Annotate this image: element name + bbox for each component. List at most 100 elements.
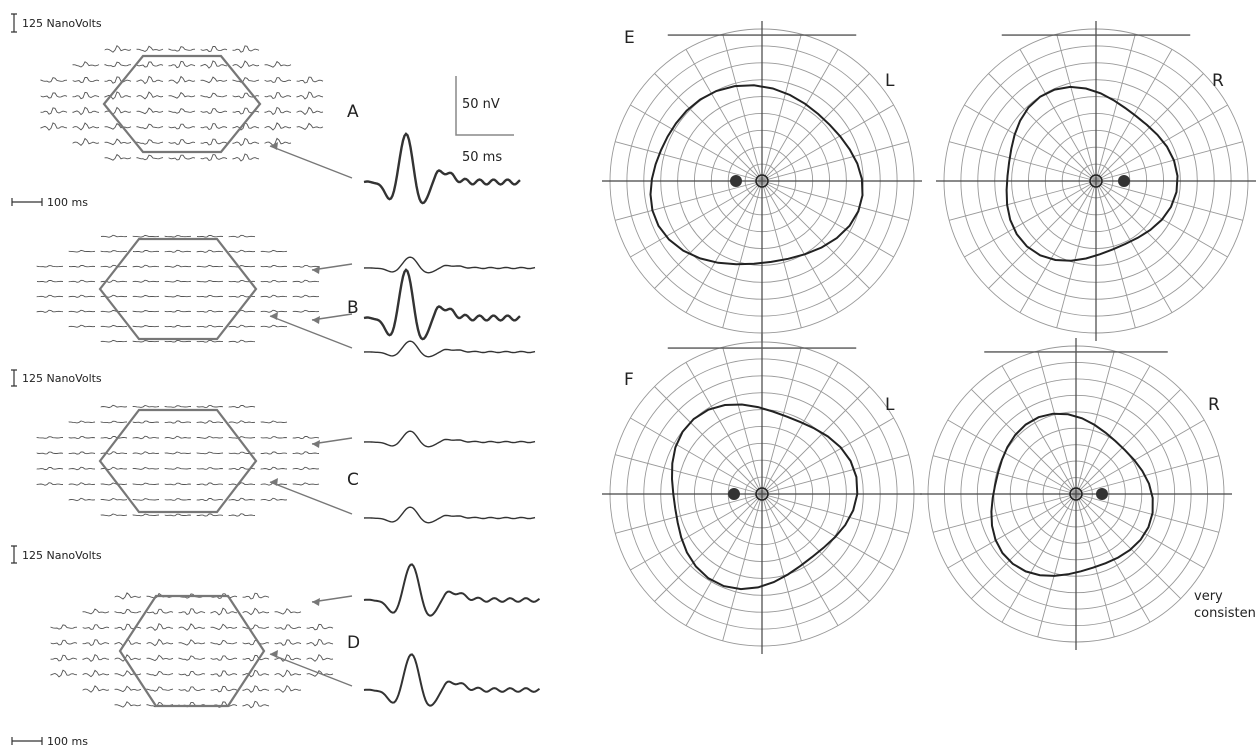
field-e-left-spoke — [761, 180, 870, 289]
panel-a-trace — [264, 92, 292, 100]
panel-d-trace — [178, 655, 206, 661]
panel-a-trace — [264, 60, 292, 68]
field-e-left-spoke — [615, 141, 763, 182]
panel-d-trace — [146, 608, 174, 615]
note-line-1: very — [1194, 589, 1223, 604]
panel-a-trace — [72, 91, 100, 100]
panel-b-trace — [100, 250, 128, 253]
amplitude-scale-d: 125 NanoVolts — [11, 545, 102, 564]
panel-c-trace — [100, 420, 128, 424]
panel-c — [36, 404, 536, 524]
panel-d-trace — [242, 700, 270, 709]
field-f-right-spoke — [1075, 455, 1220, 495]
arrow-c-upper-head — [312, 440, 320, 448]
field-e-left — [602, 21, 922, 341]
panel-label-e: E — [624, 28, 635, 48]
panel-a-trace — [296, 76, 324, 84]
panel-c-trace — [196, 482, 224, 486]
panel-a-trace — [136, 61, 164, 68]
panel-a-trace — [264, 137, 292, 147]
panel-b-trace — [196, 309, 224, 313]
field-e-left-spoke — [630, 104, 763, 182]
field-e-right-fixation — [1089, 174, 1103, 188]
panel-a-trace — [40, 107, 68, 115]
panel-b-trace — [100, 279, 128, 283]
panel-c-trace — [292, 482, 320, 486]
panel-a-trace — [72, 61, 100, 68]
field-e-right-spoke — [964, 104, 1097, 182]
panel-c-trace — [36, 466, 64, 471]
waveform-a-lower — [363, 132, 521, 205]
panel-a-trace — [200, 46, 228, 52]
panel-a-trace — [40, 77, 68, 83]
field-f-left-spoke — [685, 493, 763, 626]
field-e-left-blind-spot — [730, 175, 742, 187]
field-e-left-spoke — [761, 180, 909, 221]
panel-a-trace — [104, 61, 132, 68]
amplitude-scale-a: 125 NanoVolts — [11, 13, 102, 33]
field-e-right-spoke — [988, 73, 1097, 182]
field-f-left — [602, 334, 922, 654]
note-line-2: consistent — [1194, 606, 1256, 621]
panel-c-trace — [164, 405, 192, 408]
panel-c-trace — [100, 404, 128, 409]
panel-c-trace — [132, 467, 160, 470]
panel-c-trace — [164, 467, 192, 470]
hexagon-a — [102, 54, 262, 154]
panel-a-trace — [136, 139, 164, 145]
panel-d-trace — [306, 638, 334, 647]
field-f-left-spoke — [630, 417, 763, 495]
field-f-right-spoke — [1075, 419, 1205, 495]
panel-b-trace — [100, 339, 128, 343]
panel-b-trace — [164, 264, 192, 268]
panel-b-trace — [260, 279, 288, 283]
panel-a-trace — [232, 45, 260, 53]
panel-b-trace — [132, 264, 160, 268]
calibration-amplitude: 50 nV — [462, 97, 500, 112]
panel-c-trace — [260, 497, 288, 502]
field-e-right-spoke — [1056, 34, 1097, 182]
arrow-c-lower-head — [270, 478, 278, 486]
eye-label-e-left: L — [885, 71, 895, 91]
field-f-left-spoke — [685, 362, 763, 495]
panel-d-trace — [210, 639, 238, 646]
panel-c-trace — [100, 435, 128, 440]
panel-c-trace — [68, 420, 96, 424]
panel-a-trace — [264, 122, 292, 131]
panel-label-f: F — [624, 370, 634, 390]
panel-b-trace — [196, 264, 224, 268]
panel-d-trace — [242, 592, 270, 600]
panel-b-trace — [164, 295, 192, 298]
panel-c-trace — [132, 451, 160, 455]
eye-label-f-right: R — [1208, 395, 1220, 415]
panel-a-trace — [168, 60, 196, 69]
panel-a-trace — [232, 153, 260, 162]
panel-d-trace — [306, 670, 334, 677]
field-e-left-spoke — [654, 180, 763, 289]
panel-d-trace — [242, 685, 270, 693]
panel-d-trace — [274, 684, 302, 693]
panel-c-trace — [132, 420, 160, 424]
waveform-d-lower — [363, 653, 541, 707]
panel-b-trace — [260, 249, 288, 253]
panel-b-trace — [196, 295, 224, 298]
panel-b-trace — [196, 339, 224, 343]
field-f-right-spoke — [1037, 493, 1077, 638]
panel-d-trace — [146, 638, 174, 647]
field-e-right-spoke — [1095, 141, 1243, 182]
panel-c-trace — [68, 497, 96, 502]
panel-a-trace — [168, 154, 196, 161]
field-f-right-spoke — [1001, 493, 1077, 623]
panel-d-trace — [146, 592, 174, 599]
panel-c-trace — [36, 436, 64, 439]
panel-d-trace — [114, 701, 142, 708]
panel-c-trace — [228, 404, 256, 409]
panel-b-trace — [228, 309, 256, 313]
panel-b-trace — [36, 294, 64, 298]
panel-d-trace — [242, 639, 270, 646]
field-f-right-spoke — [947, 493, 1077, 569]
field-f-left-spoke — [761, 454, 909, 495]
panel-b-trace — [132, 294, 160, 298]
panel-b-trace — [196, 324, 224, 328]
